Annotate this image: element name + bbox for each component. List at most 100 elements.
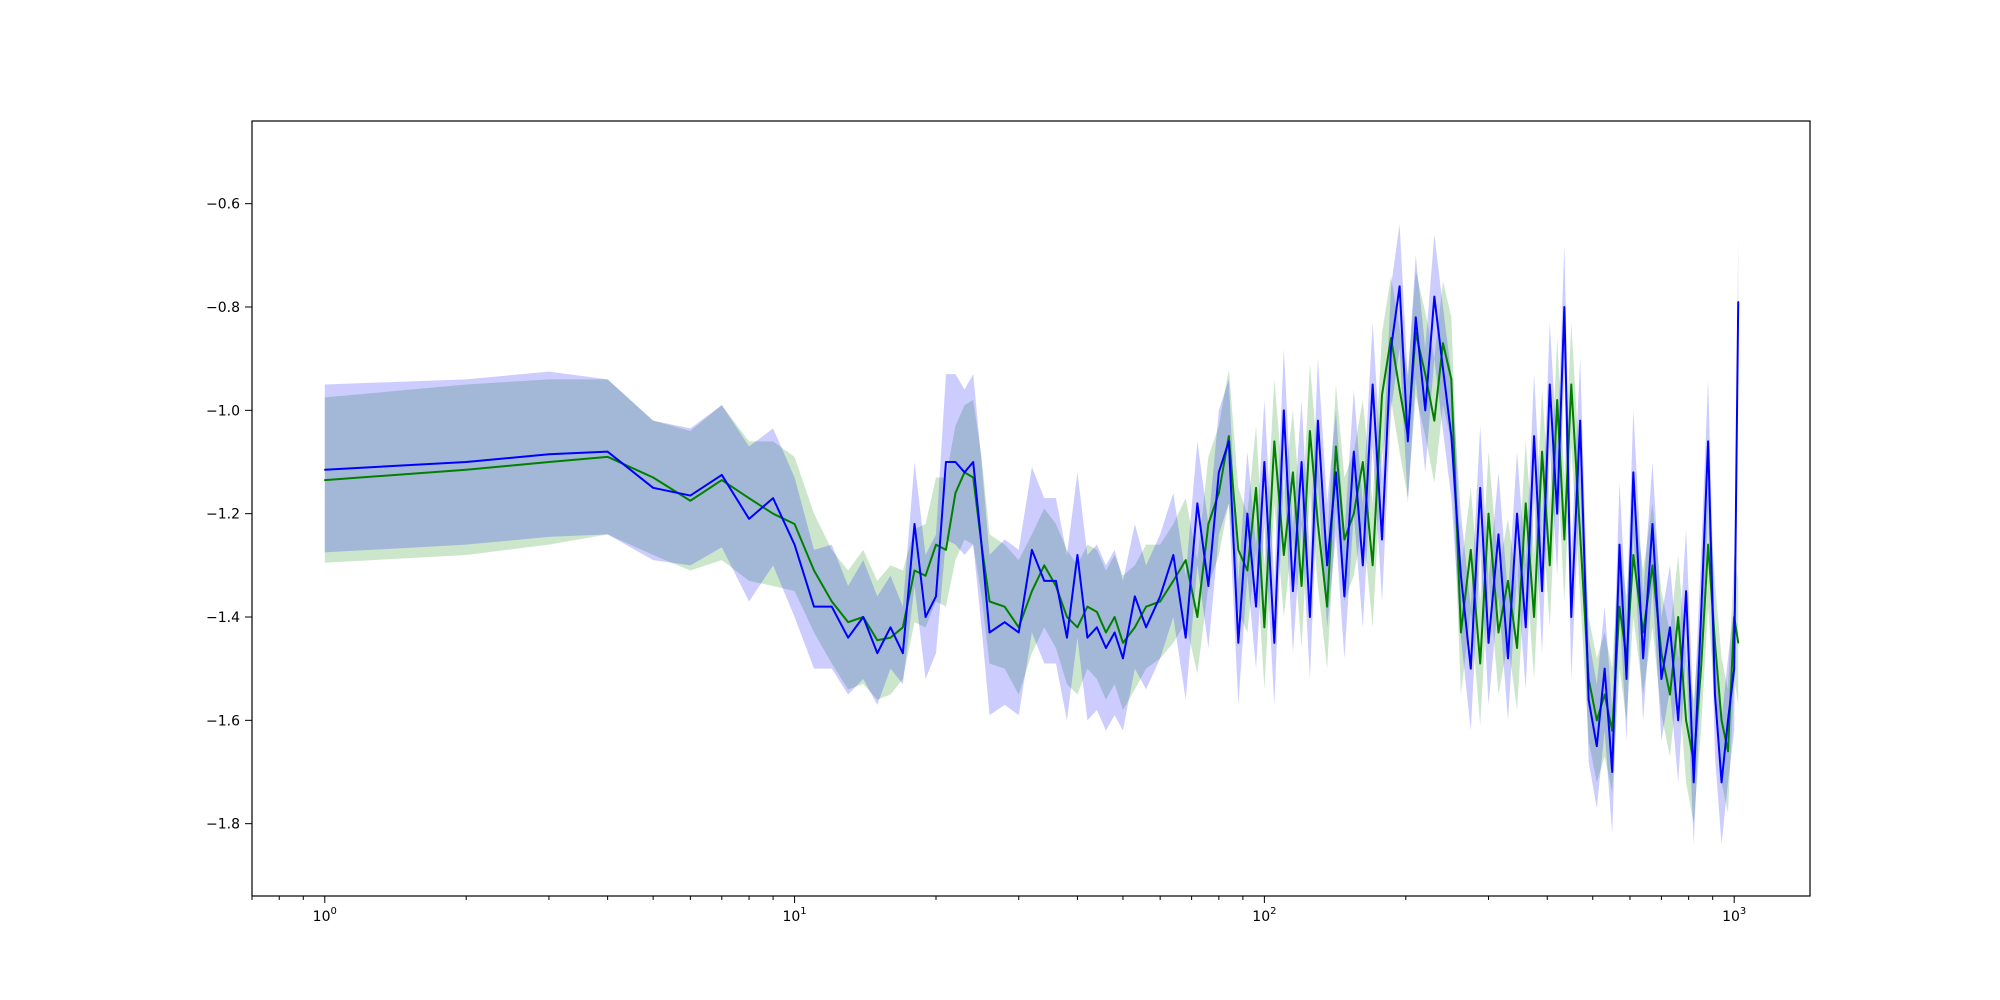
data-point-s2-103 (1714, 693, 1716, 696)
data-point-s1-71 (1450, 378, 1453, 381)
data-point-s1-98 (1677, 616, 1679, 618)
data-point-s1-47 (1237, 549, 1240, 551)
data-point-s2-22 (963, 471, 966, 474)
data-point-s1-63 (1381, 394, 1383, 396)
data-point-s1-44 (1207, 523, 1210, 525)
data-point-s1-99 (1685, 719, 1687, 722)
data-point-s2-73 (1469, 667, 1472, 670)
y-axis: −1.8 −1.6 −1.4 −1.2 −1.0 −0.8 −0.6 (206, 197, 252, 833)
data-point-s1-76 (1497, 631, 1500, 634)
data-point-s1-85 (1570, 383, 1573, 386)
data-point-s2-23 (972, 461, 974, 463)
data-point-s1-59 (1343, 538, 1346, 541)
data-point-s2-80 (1533, 435, 1535, 437)
data-point-s1-49 (1255, 487, 1257, 489)
data-point-s2-93 (1632, 471, 1635, 474)
data-point-s2-46 (1228, 440, 1230, 443)
data-point-s2-39 (1145, 626, 1147, 629)
data-point-s2-97 (1669, 626, 1671, 629)
data-point-s2-51 (1273, 642, 1276, 644)
data-point-s1-75 (1487, 512, 1490, 515)
data-point-s1-34 (1096, 611, 1098, 613)
data-point-s1-2 (548, 461, 550, 463)
data-point-s2-38 (1134, 595, 1136, 598)
data-point-s1-97 (1669, 693, 1671, 696)
data-point-s1-16 (902, 626, 904, 629)
data-point-s2-77 (1507, 657, 1509, 660)
data-point-s2-50 (1263, 461, 1266, 463)
data-point-s2-71 (1450, 435, 1453, 437)
data-point-s2-26 (1003, 621, 1006, 623)
data-point-s1-29 (1043, 564, 1046, 567)
data-point-s1-28 (1031, 590, 1033, 592)
series-line-2 (324, 285, 1740, 784)
data-point-s2-6 (721, 474, 723, 476)
data-point-s1-74 (1479, 662, 1482, 665)
data-point-s2-8 (772, 497, 774, 499)
data-point-s2-63 (1381, 538, 1383, 541)
data-point-s1-38 (1134, 626, 1136, 629)
data-point-s2-31 (1066, 636, 1068, 639)
data-point-s1-53 (1292, 471, 1294, 474)
data-point-s2-58 (1335, 471, 1337, 474)
confidence-band-1 (324, 270, 1739, 824)
data-point-s1-25 (988, 600, 991, 603)
data-point-s2-100 (1692, 781, 1695, 784)
data-point-s2-89 (1603, 667, 1606, 670)
data-point-s2-56 (1317, 419, 1319, 422)
data-point-s1-104 (1720, 719, 1723, 722)
data-point-s2-13 (862, 616, 865, 618)
data-point-s1-91 (1618, 605, 1621, 608)
data-point-s1-52 (1283, 554, 1285, 556)
data-point-s2-59 (1343, 595, 1346, 598)
data-point-s1-14 (876, 639, 879, 642)
data-point-s2-64 (1390, 347, 1392, 350)
data-point-s1-56 (1317, 523, 1319, 525)
data-point-s2-9 (793, 543, 796, 546)
data-point-s2-98 (1677, 719, 1679, 722)
data-point-s2-35 (1105, 647, 1107, 649)
data-point-s2-69 (1433, 295, 1436, 298)
data-point-s1-5 (689, 499, 692, 502)
data-point-s2-105 (1727, 719, 1729, 722)
data-point-s1-40 (1159, 600, 1161, 603)
data-point-s2-65 (1398, 285, 1401, 288)
y-tick-label: −0.6 (206, 197, 240, 213)
data-point-s2-55 (1309, 616, 1311, 618)
data-point-s1-23 (972, 476, 974, 479)
data-point-s2-27 (1017, 631, 1020, 634)
data-point-s2-91 (1618, 543, 1621, 546)
confidence-band-2 (324, 224, 1739, 845)
data-point-s2-16 (902, 652, 904, 654)
data-point-s1-6 (721, 479, 723, 481)
data-point-s2-72 (1460, 574, 1462, 577)
data-point-s1-39 (1145, 605, 1147, 608)
series-lines (323, 285, 1740, 784)
data-point-s2-32 (1076, 554, 1079, 556)
data-point-s1-0 (323, 479, 326, 481)
data-point-s1-54 (1300, 585, 1303, 587)
data-point-s2-40 (1159, 595, 1161, 598)
data-point-s1-105 (1727, 750, 1729, 753)
data-point-s1-3 (606, 456, 609, 458)
data-point-s1-83 (1556, 399, 1558, 401)
data-point-s1-95 (1651, 564, 1654, 567)
data-point-s2-47 (1237, 642, 1240, 644)
data-point-s2-66 (1407, 440, 1409, 443)
data-point-s1-19 (935, 543, 937, 546)
data-point-s2-104 (1720, 781, 1723, 784)
x-tick-label: 101 (782, 906, 806, 925)
data-point-s1-70 (1442, 342, 1444, 344)
data-point-s2-19 (935, 595, 937, 598)
data-point-s2-24 (980, 543, 983, 546)
y-tick-label: −1.2 (206, 507, 240, 523)
data-point-s2-11 (830, 605, 833, 608)
data-point-s1-43 (1196, 616, 1199, 618)
data-point-s2-30 (1055, 580, 1057, 582)
data-point-s2-99 (1685, 590, 1687, 592)
data-point-s2-94 (1642, 657, 1644, 660)
data-point-s2-0 (323, 468, 326, 471)
data-point-s2-88 (1596, 745, 1598, 747)
data-point-s2-81 (1541, 590, 1543, 592)
data-point-s2-41 (1172, 554, 1175, 556)
